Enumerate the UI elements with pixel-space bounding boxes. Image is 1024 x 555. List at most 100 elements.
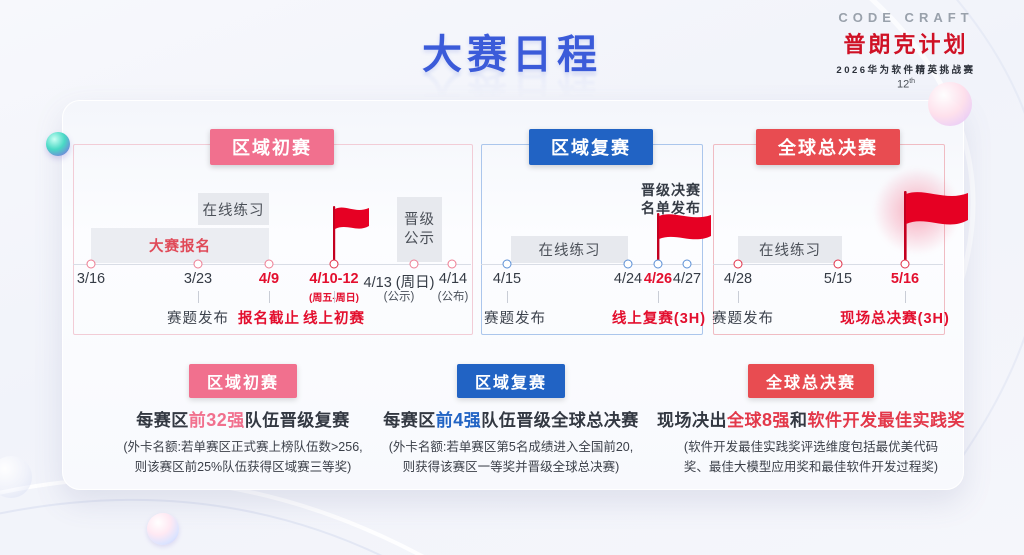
logo-program: 普朗克计划 xyxy=(843,32,969,57)
timeline-dot xyxy=(193,259,203,269)
summary-note-line: (软件开发最佳实践奖评选维度包括最优美代码 xyxy=(683,440,939,454)
summary-badge: 区域复赛 xyxy=(456,364,565,398)
date-sublabel: (公布) xyxy=(437,291,469,303)
timeline-dot xyxy=(264,259,274,269)
summary-text: 每赛区 xyxy=(136,411,189,430)
promotion-announcement-box: 晋级 公示 xyxy=(397,197,442,262)
summary-text: 和 xyxy=(790,411,808,430)
date-label: 4/27 xyxy=(672,271,702,287)
timeline-dot xyxy=(833,259,843,269)
section-badge-final: 全球总决赛 xyxy=(756,129,900,165)
flag-icon xyxy=(333,206,369,264)
summary-note-line: 则该赛区前25%队伍获得区域赛三等奖) xyxy=(134,460,352,474)
date-label: 4/14 xyxy=(438,271,468,287)
logo-event-name: 2026华为软件精英挑战赛 xyxy=(836,65,976,76)
summary-main: 每赛区前32强队伍晋级复赛 xyxy=(93,406,393,431)
date-label: 5/16 xyxy=(890,271,920,287)
summary-semifinal: 区域复赛 每赛区前4强队伍晋级全球总决赛 (外卡名额:若单赛区第5名成绩进入全国… xyxy=(361,364,661,477)
summary-badge: 全球总决赛 xyxy=(747,364,874,398)
tick-line xyxy=(507,291,508,303)
tick-line xyxy=(269,291,270,303)
edition-number: 12 xyxy=(896,78,910,91)
summary-note-line: (外卡名额:若单赛区正式赛上榜队伍数>256, xyxy=(123,440,363,454)
summary-highlight: 软件开发最佳实践奖 xyxy=(807,411,965,430)
summary-final: 全球总决赛 现场决出全球8强和软件开发最佳实践奖 (软件开发最佳实践奖评选维度包… xyxy=(651,364,971,477)
summary-note: (外卡名额:若单赛区正式赛上榜队伍数>256, 则该赛区前25%队伍获得区域赛三… xyxy=(93,437,393,477)
logo-edition: 12th xyxy=(806,78,1006,91)
event-label-release: 赛题发布 xyxy=(167,311,229,327)
timeline-dot xyxy=(653,259,663,269)
tick-line xyxy=(658,291,659,303)
timeline-dot xyxy=(502,259,512,269)
timeline-dot xyxy=(409,259,419,269)
final-list-line2: 名单发布 xyxy=(641,200,701,216)
event-label-online-semifinal: 线上复赛(3H) xyxy=(611,311,707,327)
promotion-line2: 公示 xyxy=(404,230,435,247)
signup-bar: 大赛报名 xyxy=(91,228,269,263)
tick-line xyxy=(905,291,906,303)
date-sublabel: (公示) xyxy=(383,291,415,303)
summary-highlight: 强 xyxy=(463,411,482,430)
summary-badge: 区域初赛 xyxy=(188,364,297,398)
tick-line xyxy=(198,291,199,303)
timeline-dot xyxy=(623,259,633,269)
final-list-note: 晋级决赛 名单发布 xyxy=(641,181,701,217)
summary-highlight: 强 xyxy=(227,411,245,430)
date-label: 5/15 xyxy=(823,271,853,287)
summary-highlight: 强 xyxy=(772,411,790,430)
flag-icon xyxy=(904,191,968,264)
date-label: 4/15 xyxy=(492,271,522,287)
summary-text: 现场决出 xyxy=(656,411,727,430)
summary-number: 4 xyxy=(453,410,464,430)
summary-note-line: 则获得该赛区一等奖并晋级全球总决赛) xyxy=(402,460,620,474)
schedule-card: 区域初赛 区域复赛 全球总决赛 在线练习 大赛报名 晋级 公示 在线练习 晋级决… xyxy=(62,100,968,490)
summary-note-line: (外卡名额:若单赛区第5名成绩进入全国前20, xyxy=(388,440,634,454)
summary-highlight: 全球 xyxy=(726,411,762,430)
date-label: 4/28 xyxy=(723,271,753,287)
timeline-axis-semifinal xyxy=(481,264,701,265)
date-label: 3/16 xyxy=(76,271,106,287)
event-logo: CODE CRAFT 普朗克计划 2026华为软件精英挑战赛 12th xyxy=(806,10,1006,91)
tick-line xyxy=(334,291,335,303)
summary-text: 队伍晋级复赛 xyxy=(244,411,350,430)
section-badge-semifinal: 区域复赛 xyxy=(529,129,653,165)
summary-text: 队伍晋级全球总决赛 xyxy=(481,411,639,430)
timeline-dot xyxy=(86,259,96,269)
date-label: 4/9 xyxy=(258,271,280,287)
section-badge-preliminary: 区域初赛 xyxy=(210,129,334,165)
date-label: 4/13 (周日) xyxy=(363,275,435,291)
summary-main: 每赛区前4强队伍晋级全球总决赛 xyxy=(361,406,661,431)
flag-icon xyxy=(657,213,711,264)
event-label-release: 赛题发布 xyxy=(484,311,546,327)
timeline-axis-final xyxy=(713,264,943,265)
timeline-dot xyxy=(329,259,339,269)
page-title: 大赛日程 xyxy=(422,33,602,77)
event-label-online-preliminary: 线上初赛 xyxy=(303,311,365,327)
timeline-dot xyxy=(733,259,743,269)
date-label: 4/26 xyxy=(643,271,673,287)
practice-box-preliminary: 在线练习 xyxy=(198,193,269,225)
tick-line xyxy=(738,291,739,303)
date-label: 4/10-12 xyxy=(309,271,359,287)
timeline-dot xyxy=(900,259,910,269)
practice-box-semifinal: 在线练习 xyxy=(511,236,628,263)
timeline-dot xyxy=(682,259,692,269)
event-label-release: 赛题发布 xyxy=(712,311,774,327)
final-list-line1: 晋级决赛 xyxy=(641,182,701,198)
event-label-deadline: 报名截止 xyxy=(238,311,300,327)
summary-note-line: 奖、最佳大模型应用奖和最佳软件开发过程奖) xyxy=(683,460,939,474)
timeline-dot xyxy=(447,259,457,269)
summary-note: (软件开发最佳实践奖评选维度包括最优美代码 奖、最佳大模型应用奖和最佳软件开发过… xyxy=(651,437,971,477)
edition-suffix: th xyxy=(909,78,916,85)
summary-note: (外卡名额:若单赛区第5名成绩进入全国前20, 则获得该赛区一等奖并晋级全球总决… xyxy=(361,437,661,477)
practice-box-final: 在线练习 xyxy=(738,236,842,263)
summary-highlight: 前 xyxy=(435,411,454,430)
event-label-onsite-final: 现场总决赛(3H) xyxy=(840,311,950,327)
summary-highlight: 前 xyxy=(188,411,207,430)
summary-main: 现场决出全球8强和软件开发最佳实践奖 xyxy=(651,406,971,431)
promotion-line1: 晋级 xyxy=(404,211,435,228)
logo-brand: CODE CRAFT xyxy=(838,10,974,25)
summary-number: 8 xyxy=(761,410,773,430)
summary-text: 每赛区 xyxy=(383,411,436,430)
date-label: 4/24 xyxy=(613,271,643,287)
